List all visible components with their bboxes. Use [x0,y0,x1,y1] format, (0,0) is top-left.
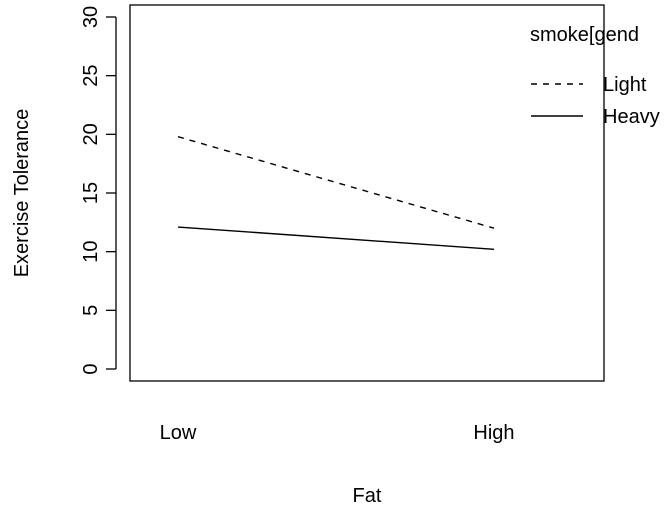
y-tick-label: 0 [80,363,102,374]
y-tick-label: 5 [80,305,102,316]
y-tick-label: 15 [80,182,102,204]
y-tick-label: 25 [80,65,102,87]
x-tick-label: High [473,422,514,444]
y-ticks: 0 5 10 15 20 25 30 [80,6,116,375]
series-line-heavy [177,226,495,251]
series-lines [177,136,495,251]
y-tick-label: 10 [80,241,102,263]
plot-frame [129,4,605,382]
y-tick-label: 30 [80,6,102,28]
legend-label-heavy: Heavy [603,106,660,128]
legend-entries: Light Heavy [531,74,660,128]
x-tick-labels: Low High [160,422,515,444]
y-axis-label: Exercise Tolerance [11,109,33,278]
x-axis-label: Fat [353,485,382,507]
x-tick-label: Low [160,422,197,444]
series-line-light [177,136,495,229]
y-tick-label: 20 [80,123,102,145]
legend-title: smoke[gend [530,24,639,46]
legend: smoke[gend Light Heavy [530,24,660,128]
legend-label-light: Light [603,74,647,96]
